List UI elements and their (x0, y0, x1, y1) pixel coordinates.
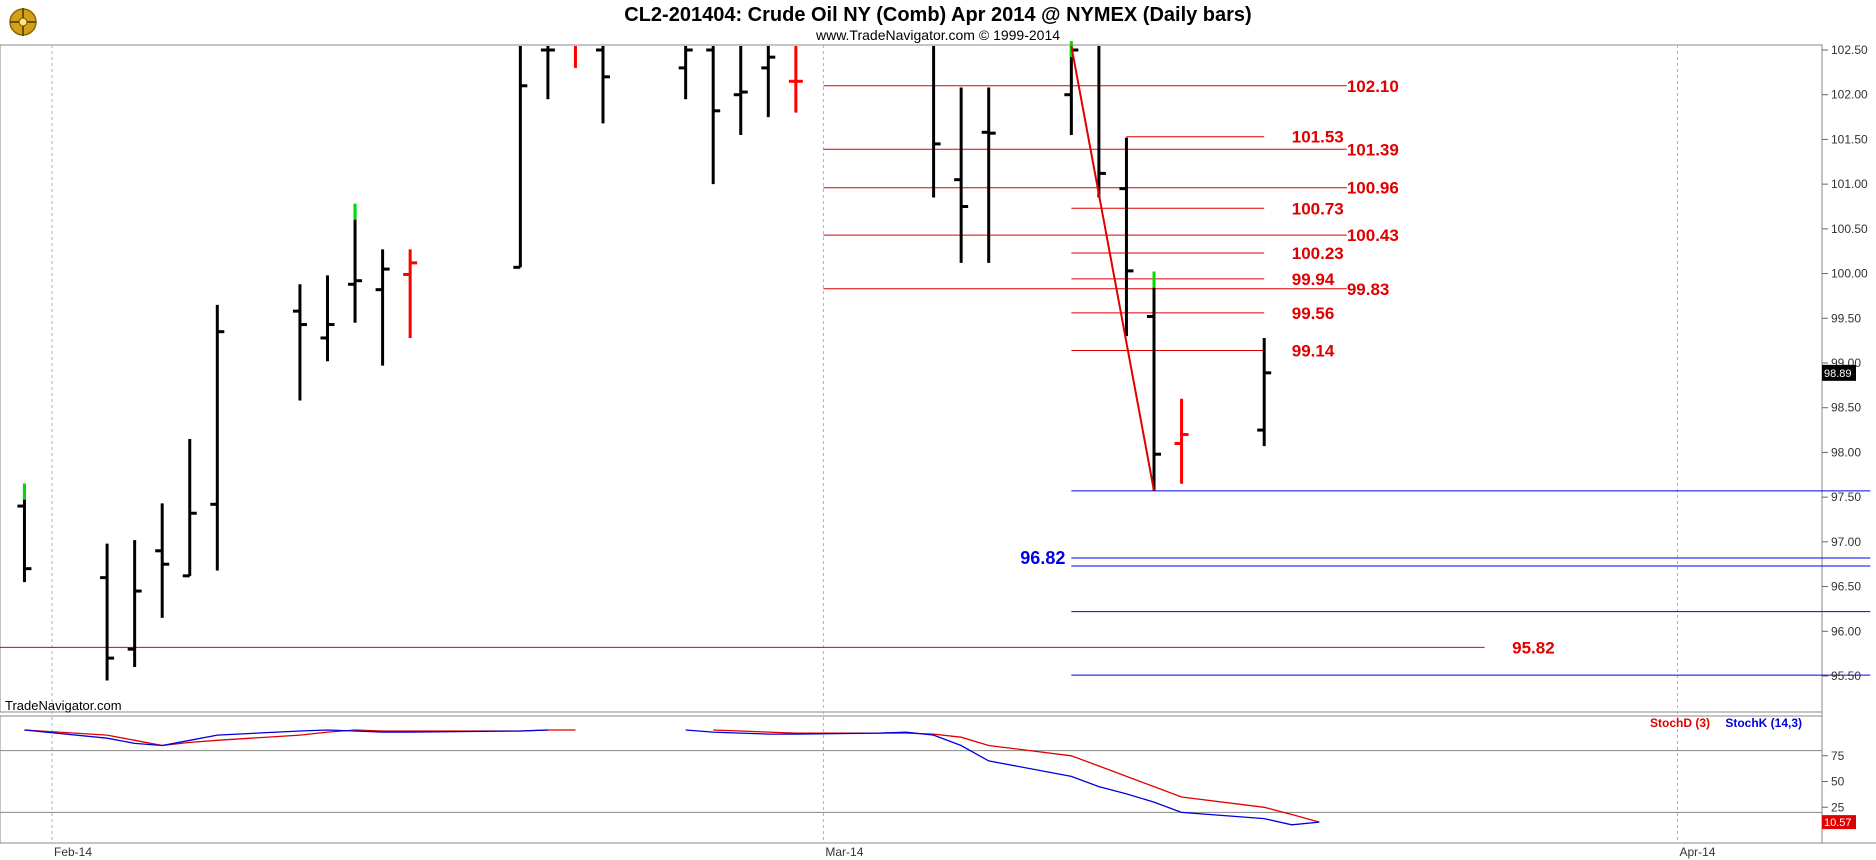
ohlc-bar (761, 46, 776, 118)
fib-level-red-label: 101.39 (1347, 140, 1399, 159)
ohlc-bar (292, 284, 307, 401)
stoch-series-line (24, 729, 548, 747)
fib-level-red-label: 100.73 (1292, 199, 1344, 218)
ohlc-bar (678, 46, 693, 100)
last-stoch-label: 10.57 (1824, 817, 1852, 829)
price-tick-label: 100.00 (1831, 267, 1868, 281)
fib-level-red-label: 99.83 (1347, 280, 1390, 299)
ohlc-bar (348, 203, 363, 323)
fib-level-red-label: 100.43 (1347, 226, 1399, 245)
ohlc-bar (981, 87, 996, 263)
price-tick-label: 96.00 (1831, 624, 1861, 638)
fib-level-red-label: 99.14 (1292, 341, 1335, 360)
price-tick-label: 98.00 (1831, 445, 1861, 459)
price-tick-label: 96.50 (1831, 580, 1861, 594)
stoch-legend-d: StochD (3) (1650, 716, 1710, 730)
fib-level-red-label: 99.94 (1292, 270, 1335, 289)
stoch-tick-label: 25 (1831, 800, 1845, 814)
trendline (1070, 45, 1155, 492)
price-tick-label: 95.50 (1831, 669, 1861, 683)
stoch-tick-label: 75 (1831, 749, 1845, 763)
price-tick-label: 99.50 (1831, 311, 1861, 325)
ohlc-bar (100, 543, 115, 681)
stochastic-panel: 25 50 75 StochD (3) StochK (14,3) 10.57 (0, 716, 1856, 830)
price-tick-label: 98.50 (1831, 401, 1861, 415)
date-tick-label: Mar-14 (825, 845, 863, 859)
ohlc-bar (1174, 398, 1189, 484)
fib-level-red-label: 99.56 (1292, 304, 1335, 323)
date-axis: Feb-14 Mar-14 Apr-14 (54, 845, 1716, 859)
grid-layer (51, 45, 1678, 843)
ohlc-bar (1119, 137, 1134, 337)
ohlc-bar (954, 87, 969, 263)
ohlc-bar (513, 46, 528, 269)
ohlc-bar (320, 275, 335, 362)
stoch-legend-k: StochK (14,3) (1725, 716, 1802, 730)
stoch-series-line (713, 729, 1320, 823)
ohlc-bar (155, 503, 170, 618)
ohlc-bar (375, 249, 390, 366)
ohlc-bars (17, 41, 1272, 681)
price-tick-label: 97.00 (1831, 535, 1861, 549)
last-price-tag (1822, 364, 1856, 381)
ohlc-bar (182, 439, 197, 578)
trendline-layer (1070, 45, 1155, 492)
fib-level-red-label: 102.10 (1347, 77, 1399, 96)
price-tick-label: 100.50 (1831, 222, 1868, 236)
ohlc-bar (932, 46, 941, 198)
fib-level-red-label: 95.82 (1512, 638, 1555, 657)
ohlc-bar (733, 46, 748, 135)
stoch-tick-label: 50 (1831, 775, 1845, 789)
price-axis: 95.5096.0096.5097.0097.5098.0098.5099.00… (1822, 43, 1868, 683)
date-tick-label: Apr-14 (1679, 845, 1715, 859)
chart-title: CL2-201404: Crude Oil NY (Comb) Apr 2014… (624, 4, 1251, 26)
price-tick-label: 101.00 (1831, 177, 1868, 191)
fib-levels: 102.10101.53101.39100.96100.73100.43100.… (0, 77, 1871, 676)
watermark-text: TradeNavigator.com (5, 698, 122, 713)
logo-icon (4, 2, 42, 40)
ohlc-bar (127, 540, 142, 668)
ohlc-bar (1097, 46, 1106, 198)
price-tick-label: 101.50 (1831, 132, 1868, 146)
last-stoch-tag (1822, 815, 1856, 830)
ohlc-bar (403, 249, 418, 338)
ohlc-bar (17, 483, 32, 583)
ohlc-bar (1147, 271, 1161, 491)
date-tick-label: Feb-14 (54, 845, 92, 859)
fib-level-red-label: 100.96 (1347, 179, 1399, 198)
ohlc-bar (1257, 337, 1272, 447)
ohlc-bar (210, 304, 225, 571)
last-price-label: 98.89 (1824, 368, 1852, 380)
price-tick-label: 102.00 (1831, 88, 1868, 102)
fib-level-red-label: 100.23 (1292, 244, 1344, 263)
price-tick-label: 97.50 (1831, 490, 1861, 504)
fib-level-blue-label: 96.82 (1020, 548, 1065, 568)
ohlc-bar (788, 46, 803, 113)
fib-level-red-label: 101.53 (1292, 128, 1344, 147)
price-tick-label: 102.50 (1831, 43, 1868, 57)
ohlc-bar (706, 46, 721, 185)
ohlc-bar (596, 46, 610, 124)
ohlc-bar (540, 46, 555, 100)
stoch-series-line (685, 729, 1320, 826)
copyright-text: www.TradeNavigator.com © 1999-2014 (815, 27, 1060, 43)
